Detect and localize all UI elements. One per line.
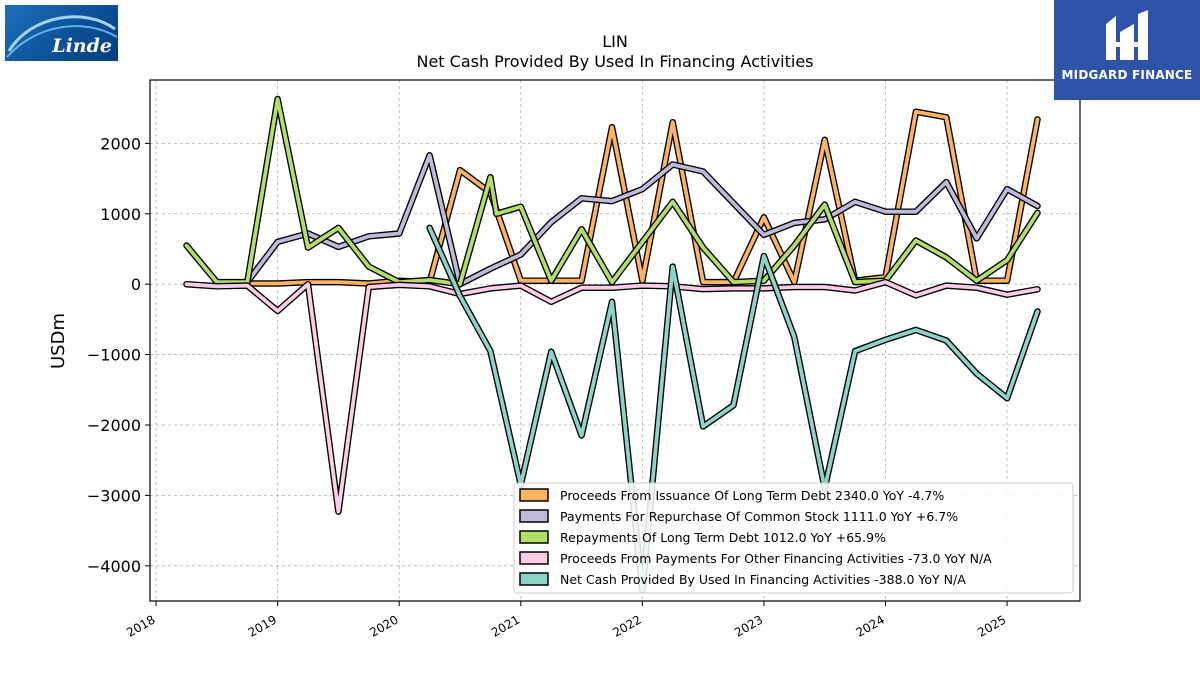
legend-box (513, 482, 1074, 594)
y-tick-label: −4000 (87, 557, 141, 576)
legend-label: Payments For Repurchase Of Common Stock … (560, 509, 958, 524)
legend-label: Net Cash Provided By Used In Financing A… (560, 572, 966, 587)
y-tick-label: −2000 (87, 416, 141, 435)
y-tick-label: −3000 (87, 486, 141, 505)
midgard-finance-logo-text: MIDGARD FINANCE (1061, 68, 1193, 82)
x-tick-label: 2018 (124, 612, 157, 639)
legend-swatch (519, 509, 549, 523)
chart-subtitle: Net Cash Provided By Used In Financing A… (416, 52, 813, 71)
x-tick-label: 2020 (367, 612, 400, 639)
chart-title: LIN (602, 32, 628, 51)
x-tick-label: 2023 (732, 612, 765, 639)
linde-logo-text: Linde (52, 35, 112, 57)
series-line-4 (426, 224, 1041, 594)
legend-swatch (519, 572, 549, 586)
series-stroke (427, 225, 1040, 593)
legend-label: Proceeds From Issuance Of Long Term Debt… (560, 488, 944, 503)
plot-frame (149, 79, 1081, 602)
legend-label: Proceeds From Payments For Other Financi… (560, 551, 992, 566)
series-stroke (184, 280, 1040, 514)
legend-swatch (519, 551, 549, 565)
y-axis-label: USDm (48, 313, 69, 369)
x-tick-label: 2021 (489, 612, 522, 639)
legend-label: Repayments Of Long Term Debt 1012.0 YoY … (560, 530, 886, 545)
midgard-mark-icon (1106, 10, 1148, 60)
legend: Proceeds From Issuance Of Long Term Debt… (513, 482, 1074, 594)
series-stroke (245, 153, 1040, 287)
series-line-0 (244, 108, 1041, 287)
series-line-1 (244, 152, 1041, 288)
series-line-2 (183, 95, 1041, 288)
legend-swatch (519, 530, 549, 544)
y-tick-label: −1000 (87, 346, 141, 365)
series-line-3 (183, 278, 1041, 515)
series-stroke (245, 109, 1040, 286)
y-tick-label: 0 (131, 275, 141, 294)
linde-logo: Linde (5, 5, 118, 61)
series-stroke (184, 97, 1040, 287)
legend-swatch (519, 488, 549, 502)
x-tick-label: 2025 (975, 612, 1008, 639)
y-tick-label: 2000 (100, 134, 141, 153)
x-tick-label: 2019 (246, 612, 279, 639)
midgard-finance-logo: MIDGARD FINANCE (1054, 0, 1200, 100)
linde-swoosh-icon (6, 15, 118, 58)
x-tick-label: 2022 (610, 612, 643, 639)
series-lines (183, 95, 1041, 594)
y-tick-label: 1000 (100, 205, 141, 224)
x-tick-label: 2024 (854, 612, 887, 639)
